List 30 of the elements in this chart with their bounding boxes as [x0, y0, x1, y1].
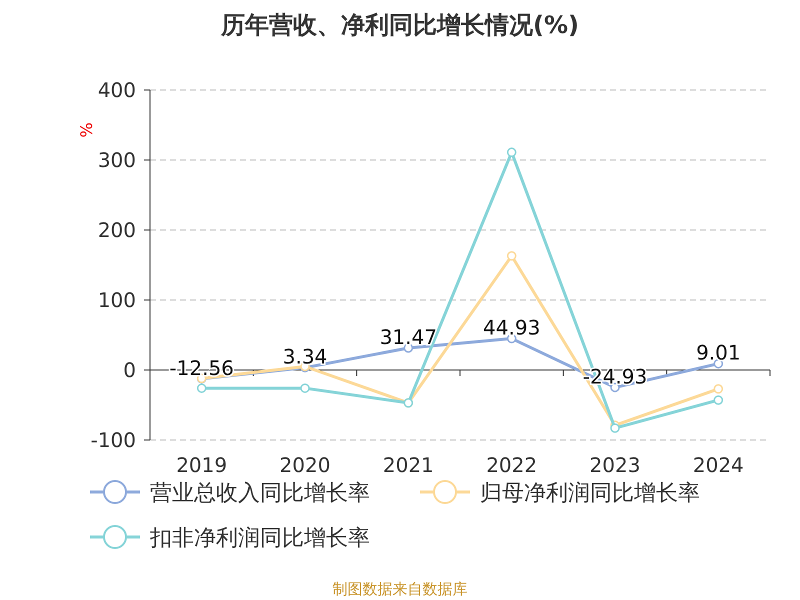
x-tick-label: 2024 [692, 453, 744, 477]
y-tick-label: 200 [98, 218, 136, 242]
legend-label: 扣非净利润同比增长率 [149, 526, 370, 551]
text: 制图数据来自数据库 [332, 580, 468, 598]
data-label: 31.47 [380, 324, 437, 349]
y-tick-label: -100 [90, 428, 136, 452]
y-axis-title: % [77, 122, 96, 138]
point [610, 423, 620, 433]
y-tick-label: 400 [98, 78, 136, 102]
data-label: 9.01 [696, 340, 741, 365]
x-tick-label: 2021 [382, 453, 434, 477]
data-label: -24.93 [582, 364, 648, 388]
legend-label: 归母净利润同比增长率 [480, 481, 700, 506]
x-tick-label: 2020 [280, 453, 330, 477]
data-label: 44.93 [483, 316, 540, 340]
point [714, 395, 724, 405]
point [300, 383, 310, 393]
x-tick-label: 2023 [590, 453, 640, 477]
x-tick-label: 2019 [176, 453, 228, 477]
legend-label: 营业总收入同比增长率 [150, 481, 370, 506]
y-tick-label: 0 [123, 358, 136, 382]
y-tick-label: 300 [98, 148, 136, 172]
point [506, 251, 516, 261]
data-label: 3.34 [282, 344, 328, 369]
x-tick-label: 2022 [486, 453, 538, 477]
chart-title: 历年营收、净利同比增长情况(%) [220, 11, 579, 39]
point [506, 148, 516, 158]
y-tick-label: 100 [98, 288, 136, 312]
point [196, 383, 206, 393]
point [714, 384, 724, 394]
